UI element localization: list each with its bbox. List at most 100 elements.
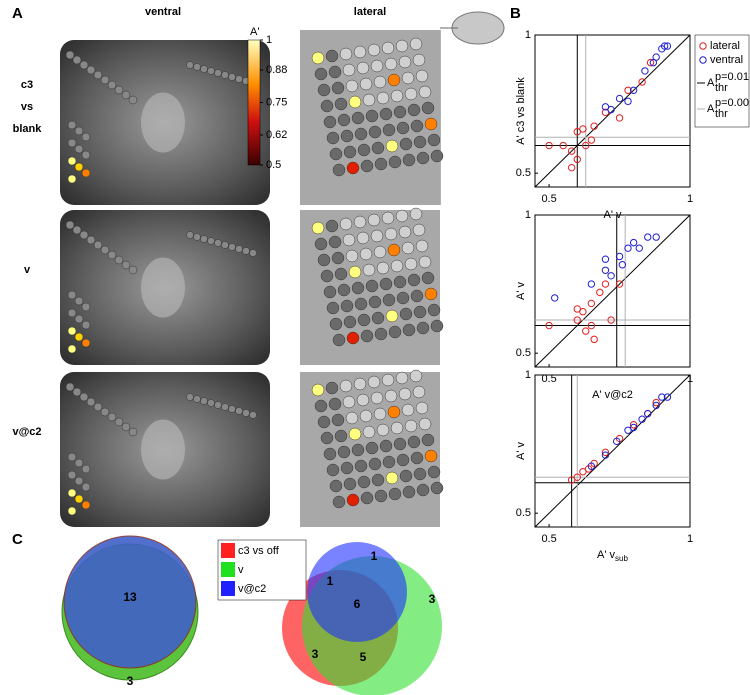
electrode [413,305,427,319]
point [573,316,581,324]
electrode [384,389,398,403]
electrode [332,333,346,347]
electrode [221,241,229,249]
legend-swatch [221,562,235,577]
colorbar [247,39,261,166]
electrode [340,129,354,143]
electrode [74,296,84,306]
colorbar-tick-label: 1 [266,34,272,46]
electrode [424,449,438,463]
panel-label: A [12,5,23,22]
electrode [67,470,77,480]
electrode [329,317,343,331]
electrode [382,123,396,137]
electrode [384,227,398,241]
electrode [326,131,340,145]
electrode [385,309,399,323]
electrode [413,467,427,481]
venn-count: 5 [360,650,367,664]
electrode [81,132,91,142]
identity-line [534,214,691,368]
electrode [221,403,229,411]
electrode [398,387,412,401]
electrode [395,39,409,53]
y-tick-label: 0.5 [516,507,531,519]
electrode [348,95,362,109]
electrode [376,91,390,105]
electrode [242,409,250,417]
electrode [399,469,413,483]
venn-count: 6 [354,597,361,611]
legend-label: A [707,103,715,115]
electrode [186,393,194,401]
y-tick-label: 1 [525,209,531,221]
electrode [346,161,360,175]
electrode [81,302,91,312]
electrode [326,301,340,315]
electrode [343,315,357,329]
point [629,238,638,247]
electrode [357,143,371,157]
electrode [384,57,398,71]
electrode [390,259,404,273]
electrode [368,457,382,471]
electrode [74,476,84,486]
electrode [200,397,208,405]
electrode [100,245,110,255]
electrode [323,447,337,461]
electrode [357,313,371,327]
electrode [418,255,432,269]
electrode [67,488,77,498]
point [663,393,672,401]
legend-swatch [221,543,235,558]
point [615,114,624,122]
electrode [340,299,354,313]
panel-label: B [510,5,521,22]
electrode [331,251,345,265]
electrode [396,453,410,467]
electrode [401,241,415,255]
electrode [412,223,426,237]
point [644,409,652,418]
electrode [359,77,373,91]
electrode [81,500,91,510]
row-label: blank [13,123,43,135]
electrode [100,407,110,417]
electrode [67,326,77,336]
electrode [351,111,365,125]
electrode [74,314,84,324]
midbrain [141,257,185,318]
colorbar-tick-label: 0.75 [266,96,287,108]
electrode [337,283,351,297]
electrode [345,411,359,425]
point [587,280,596,288]
electrode [356,393,370,407]
electrode [410,119,424,133]
electrode [388,487,402,501]
electrode [376,423,390,437]
plot-area [534,34,691,188]
electrode [354,459,368,473]
electrode [373,407,387,421]
electrode [379,107,393,121]
point [573,305,581,313]
legend-marker [699,42,707,50]
electrode [409,37,423,51]
electrode [121,422,131,432]
electrode [311,383,325,397]
electrode [346,493,360,507]
point [638,78,646,86]
electrode [107,412,117,422]
electrode [418,417,432,431]
electrode [249,249,257,257]
electrode [332,495,346,509]
electrode [67,156,77,166]
electrode [416,151,430,165]
point [601,448,610,457]
electrode [323,285,337,299]
electrode [343,477,357,491]
electrode [360,159,374,173]
electrode [93,70,103,80]
electrode [367,43,381,57]
point [615,252,624,261]
